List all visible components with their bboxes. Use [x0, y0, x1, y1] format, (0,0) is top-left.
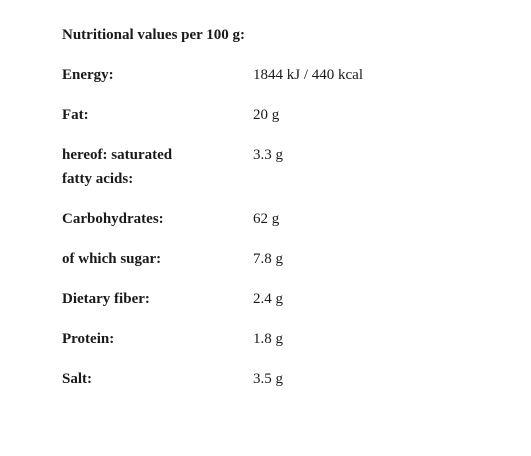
nutrient-label: Dietary fiber:: [62, 291, 150, 307]
nutrient-label: Salt:: [62, 371, 92, 387]
nutrition-row: Energy: 1844 kJ / 440 kcal: [62, 63, 502, 87]
nutrition-row: Carbohydrates: 62 g: [62, 207, 502, 231]
nutrient-value: 1844 kJ / 440 kcal: [253, 67, 363, 83]
nutrient-label: Energy:: [62, 67, 114, 83]
nutrition-row: hereof: saturated fatty acids: 3.3 g: [62, 143, 502, 191]
nutrition-row: Salt: 3.5 g: [62, 367, 502, 391]
nutrition-row: Fat: 20 g: [62, 103, 502, 127]
nutrition-row: Protein: 1.8 g: [62, 327, 502, 351]
nutrient-label: hereof: saturated fatty acids:: [62, 147, 173, 187]
nutrient-value: 3.3 g: [253, 147, 283, 163]
table-title: Nutritional values per 100 g:: [62, 27, 246, 43]
nutrient-label: of which sugar:: [62, 251, 162, 267]
nutrient-label: Fat:: [62, 107, 89, 123]
nutrient-label: Carbohydrates:: [62, 211, 164, 227]
nutrient-value: 3.5 g: [253, 371, 283, 387]
nutrient-value: 7.8 g: [253, 251, 283, 267]
nutrient-value: 62 g: [253, 211, 280, 227]
nutrient-value: 1.8 g: [253, 331, 283, 347]
nutrition-table: Nutritional values per 100 g: Energy: 184…: [62, 23, 502, 407]
nutrition-row: Dietary fiber: 2.4 g: [62, 287, 502, 311]
nutrient-value: 20 g: [253, 107, 280, 123]
nutrition-row: of which sugar: 7.8 g: [62, 247, 502, 271]
nutrient-label: Protein:: [62, 331, 115, 347]
nutrient-value: 2.4 g: [253, 291, 283, 307]
rows: Energy: 1844 kJ / 440 kcal Fat: 20 g hereof:…: [62, 63, 502, 391]
